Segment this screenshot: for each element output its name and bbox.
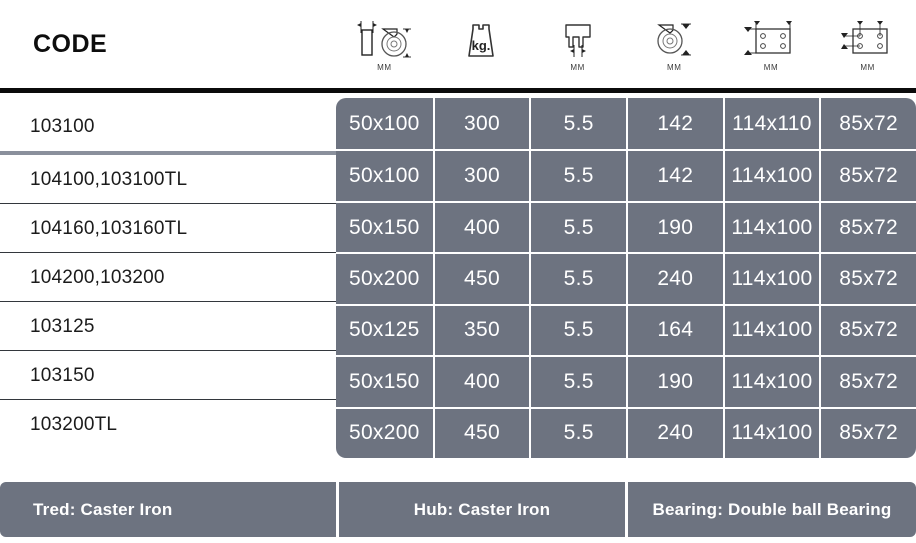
spec-cell: 50x200 — [348, 266, 420, 290]
product-code: 104200,103200 — [30, 266, 165, 288]
table-row[interactable]: 104100,103100TL — [0, 155, 336, 204]
table-row[interactable]: 50x100 300 5.5 142 114x100 85x72 — [336, 149, 916, 201]
spec-cell: 190 — [625, 202, 723, 253]
spec-cell: 240 — [625, 254, 723, 304]
spec-cell: 142 — [625, 98, 723, 150]
spec-cell: 114x100 — [722, 254, 820, 304]
header-col-bolt-hole-spacing: MM — [819, 0, 916, 88]
spec-cell: 5.5 — [529, 357, 626, 407]
spec-cell: 5.5 — [529, 202, 626, 253]
spec-cell: 300 — [432, 98, 530, 150]
spec-cell: 5.5 — [529, 408, 626, 458]
table-row[interactable]: 104200,103200 — [0, 253, 336, 302]
load-capacity-kg-icon: kg. — [458, 18, 504, 68]
code-column: 103100 104100,103100TL 104160,103160TL 1042… — [0, 93, 336, 458]
spec-cell: 114x100 — [722, 202, 820, 253]
table-row[interactable]: 103100 — [0, 98, 336, 155]
product-code: 103100 — [30, 115, 95, 137]
unit-label: MM — [667, 62, 682, 72]
spec-cell: 50x150 — [348, 369, 420, 393]
row-separator — [0, 202, 336, 204]
spec-cell: 350 — [432, 305, 530, 356]
spec-cell: 450 — [432, 408, 530, 458]
footer-tred: Tred: Caster Iron — [0, 482, 336, 537]
header-col-wheel-size: MM — [336, 0, 433, 88]
header-col-load-capacity: kg. — [433, 0, 530, 88]
spec-cell: 5.5 — [529, 254, 626, 304]
table-row[interactable]: 103200TL — [0, 400, 336, 449]
spec-cell: 50x200 — [348, 421, 420, 445]
svg-text:kg.: kg. — [472, 38, 491, 53]
unit-label: MM — [570, 62, 585, 72]
spec-cell: 190 — [625, 357, 723, 407]
product-code: 103125 — [30, 315, 95, 337]
spec-cell: 50x100 — [348, 164, 420, 188]
spec-cell: 85x72 — [819, 202, 916, 253]
spec-cell: 114x100 — [722, 408, 820, 458]
spec-cell: 114x100 — [722, 305, 820, 356]
overall-height-icon — [647, 17, 701, 61]
unit-label: MM — [860, 62, 875, 72]
header-col-top-plate-size: MM — [723, 0, 820, 88]
spec-cell: 240 — [625, 408, 723, 458]
spec-cell: 142 — [625, 151, 723, 201]
spec-cell: 85x72 — [819, 305, 916, 356]
caster-wheel-diameter-icon — [353, 17, 415, 61]
spec-cell: 85x72 — [819, 408, 916, 458]
table-row[interactable]: 50x125 350 5.5 164 114x100 85x72 — [336, 303, 916, 356]
page-title: CODE — [33, 30, 108, 58]
spec-cell: 85x72 — [819, 254, 916, 304]
spec-cell: 400 — [432, 202, 530, 253]
spec-cell: 114x100 — [722, 357, 820, 407]
product-code: 103200TL — [30, 413, 118, 435]
row-separator — [0, 151, 336, 155]
table-row[interactable]: 50x200 450 5.5 240 114x100 85x72 — [336, 252, 916, 304]
table-row[interactable]: 50x200 450 5.5 240 114x100 85x72 — [336, 406, 916, 458]
bolt-hole-spacing-icon — [837, 17, 899, 61]
spec-cell: 50x100 — [348, 111, 420, 135]
spec-cell: 450 — [432, 254, 530, 304]
spec-cell: 50x125 — [348, 318, 420, 342]
table-row[interactable]: 50x100 300 5.5 142 114x110 85x72 — [336, 98, 916, 150]
spec-cell: 300 — [432, 151, 530, 201]
header-col-overall-height: MM — [626, 0, 723, 88]
header-divider — [0, 88, 916, 93]
spec-cell: 85x72 — [819, 151, 916, 201]
row-separator — [0, 251, 336, 253]
spec-cell: 50x150 — [348, 215, 420, 239]
table-header: CODE — [0, 0, 916, 93]
spec-cell: 164 — [625, 305, 723, 356]
header-icon-row: MM kg. MM — [336, 0, 916, 88]
table-row[interactable]: 104160,103160TL — [0, 204, 336, 253]
row-separator — [0, 349, 336, 351]
table-row[interactable]: 103150 — [0, 351, 336, 400]
row-separator — [0, 398, 336, 400]
spec-cell: 85x72 — [819, 98, 916, 150]
spec-cell: 400 — [432, 357, 530, 407]
spec-cell: 5.5 — [529, 151, 626, 201]
product-code: 104160,103160TL — [30, 217, 188, 239]
table-row[interactable]: 103125 — [0, 302, 336, 351]
table-row[interactable]: 50x150 400 5.5 190 114x100 85x72 — [336, 355, 916, 407]
row-separator — [0, 300, 336, 302]
footer-bearing: Bearing: Double ball Bearing — [625, 482, 916, 537]
table-row[interactable]: 50x150 400 5.5 190 114x100 85x72 — [336, 200, 916, 253]
top-plate-size-icon — [740, 17, 802, 61]
spec-cell: 114x110 — [722, 98, 820, 150]
fork-width-icon — [554, 17, 602, 61]
unit-label: MM — [763, 62, 779, 72]
header-col-fork-width: MM — [529, 0, 626, 88]
unit-label: MM — [377, 62, 392, 72]
product-code: 103150 — [30, 364, 95, 386]
material-footer: Tred: Caster Iron Hub: Caster Iron Beari… — [0, 482, 916, 537]
spec-cell: 114x100 — [722, 151, 820, 201]
spec-data-grid: 50x100 300 5.5 142 114x110 85x72 50x100 300 5.5 1… — [336, 98, 916, 458]
footer-hub: Hub: Caster Iron — [336, 482, 625, 537]
spec-cell: 85x72 — [819, 357, 916, 407]
spec-cell: 5.5 — [529, 305, 626, 356]
product-code: 104100,103100TL — [30, 168, 188, 190]
spec-cell: 5.5 — [529, 98, 626, 150]
